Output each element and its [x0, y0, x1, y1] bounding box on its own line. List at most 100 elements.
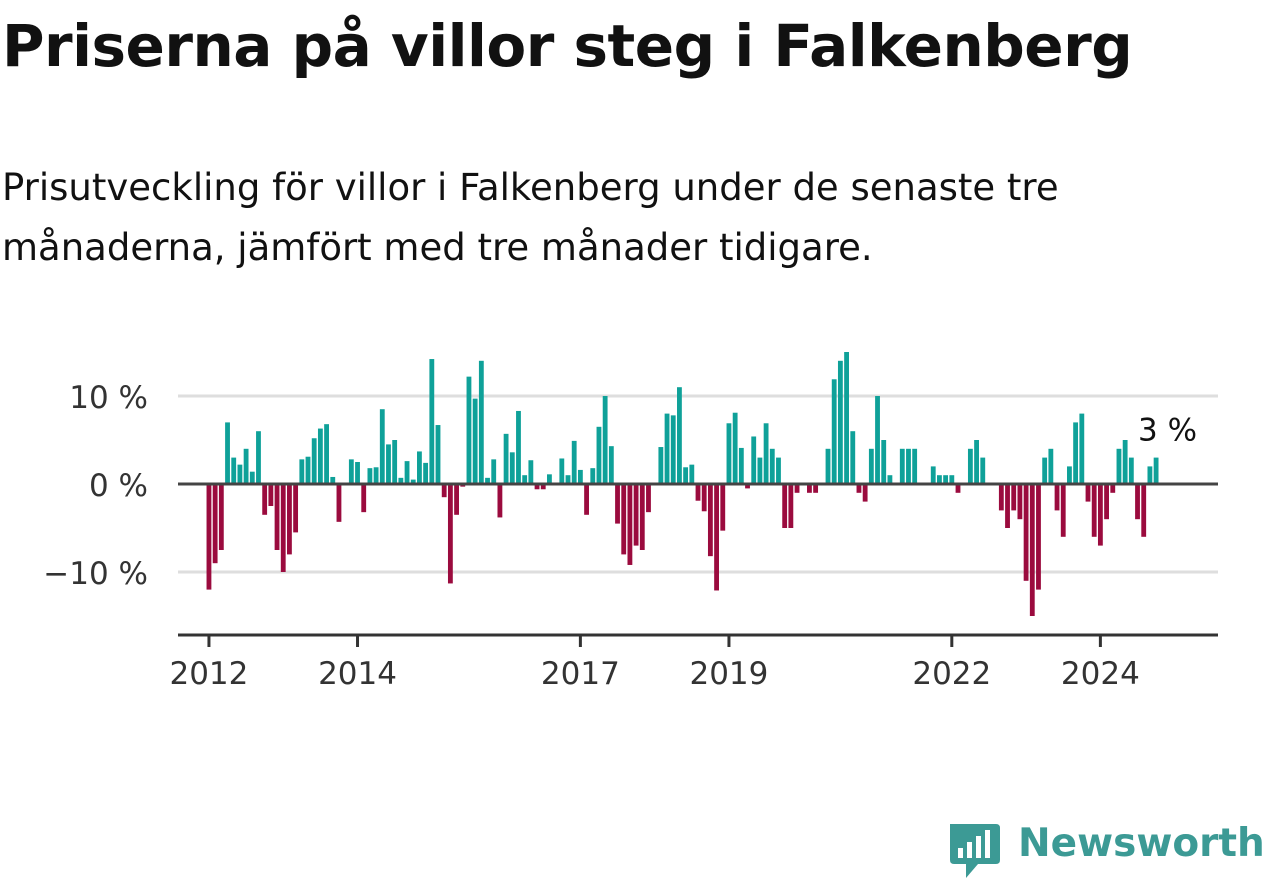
x-tick-label: 2014: [318, 656, 397, 692]
bar: [930, 466, 936, 484]
bar: [906, 448, 911, 484]
bar: [417, 451, 422, 484]
bar: [311, 438, 317, 484]
bar: [218, 484, 224, 550]
bar: [1079, 413, 1085, 484]
bar: [714, 484, 719, 591]
bar: [503, 433, 509, 484]
bar: [782, 484, 788, 528]
bar: [243, 448, 249, 484]
bar: [627, 484, 633, 565]
gridlines: [178, 394, 1218, 574]
bar: [268, 484, 274, 506]
bar: [745, 484, 750, 489]
bar: [769, 448, 775, 484]
bar: [1029, 484, 1035, 616]
bar: [788, 484, 794, 528]
bar: [955, 484, 961, 493]
bar: [1128, 457, 1134, 484]
bar: [1042, 457, 1048, 484]
bar: [305, 456, 311, 484]
chart-title: Priserna på villor steg i Falkenberg: [2, 12, 1133, 80]
bar: [522, 475, 528, 484]
bar: [280, 484, 286, 572]
bar: [707, 484, 713, 557]
bar: [887, 475, 893, 484]
bar: [392, 440, 398, 484]
bar: [429, 359, 435, 484]
last-value-label: 3 %: [1138, 413, 1197, 449]
bar: [361, 484, 367, 513]
bar: [367, 468, 373, 484]
bar: [602, 396, 608, 484]
bar: [726, 423, 732, 484]
bar: [410, 479, 416, 484]
bar: [720, 484, 726, 531]
bar: [373, 467, 379, 484]
tick-labels: 10 % 0 % −10 % 2012 2014 2017 2019 2022 2024: [43, 380, 1140, 692]
bar: [757, 457, 763, 484]
bar: [776, 457, 781, 484]
bar: [1005, 484, 1010, 528]
bar: [881, 440, 887, 484]
bar: [899, 448, 905, 484]
bar: [509, 452, 515, 484]
axes: [178, 482, 1218, 647]
bar: [1085, 484, 1091, 502]
bar: [293, 484, 299, 533]
bar: [633, 484, 639, 546]
bar: [478, 360, 484, 484]
bar: [565, 475, 571, 484]
bar: [441, 484, 447, 498]
bar: [658, 447, 664, 484]
bar: [299, 459, 305, 484]
bar: [534, 484, 540, 490]
bar: [262, 484, 268, 515]
bar: [689, 464, 695, 484]
bar: [615, 484, 620, 524]
bar: [912, 448, 918, 484]
bar: [1141, 484, 1147, 537]
bar: [447, 484, 453, 584]
bar: [1017, 484, 1023, 520]
y-tick-label: 10 %: [69, 380, 148, 416]
bar: [875, 396, 880, 484]
bar: [701, 484, 707, 512]
x-tick-label: 2017: [541, 656, 620, 692]
bar: [571, 440, 577, 484]
bar: [1011, 484, 1017, 511]
bar: [454, 484, 459, 515]
bar: [763, 423, 769, 484]
bar: [398, 477, 404, 484]
bar: [584, 484, 589, 515]
bar: [379, 409, 385, 484]
bar: [231, 457, 237, 484]
bar: [1036, 484, 1041, 590]
bar: [317, 428, 323, 484]
bar: [540, 484, 546, 490]
bar: [590, 468, 596, 484]
x-tick-label: 2024: [1061, 656, 1140, 692]
bar: [485, 477, 490, 484]
newsworthy-wordmark: Newsworthy: [1018, 821, 1262, 866]
bar: [646, 484, 651, 513]
bar: [274, 484, 280, 550]
bar: [1054, 484, 1060, 511]
bar: [324, 424, 329, 484]
bar: [732, 412, 738, 484]
x-tick-label: 2022: [912, 656, 991, 692]
bar: [980, 457, 986, 484]
bar: [937, 475, 942, 484]
bar: [206, 484, 212, 590]
bar: [943, 475, 949, 484]
bar: [528, 460, 534, 484]
bar: [547, 474, 552, 484]
bar: [1153, 457, 1159, 484]
bar: [596, 426, 602, 484]
bar: [695, 484, 701, 501]
bar: [1104, 484, 1109, 520]
bar: [751, 436, 757, 484]
bar: [862, 484, 868, 502]
bar: [435, 425, 441, 484]
x-tick-label: 2012: [169, 656, 248, 692]
